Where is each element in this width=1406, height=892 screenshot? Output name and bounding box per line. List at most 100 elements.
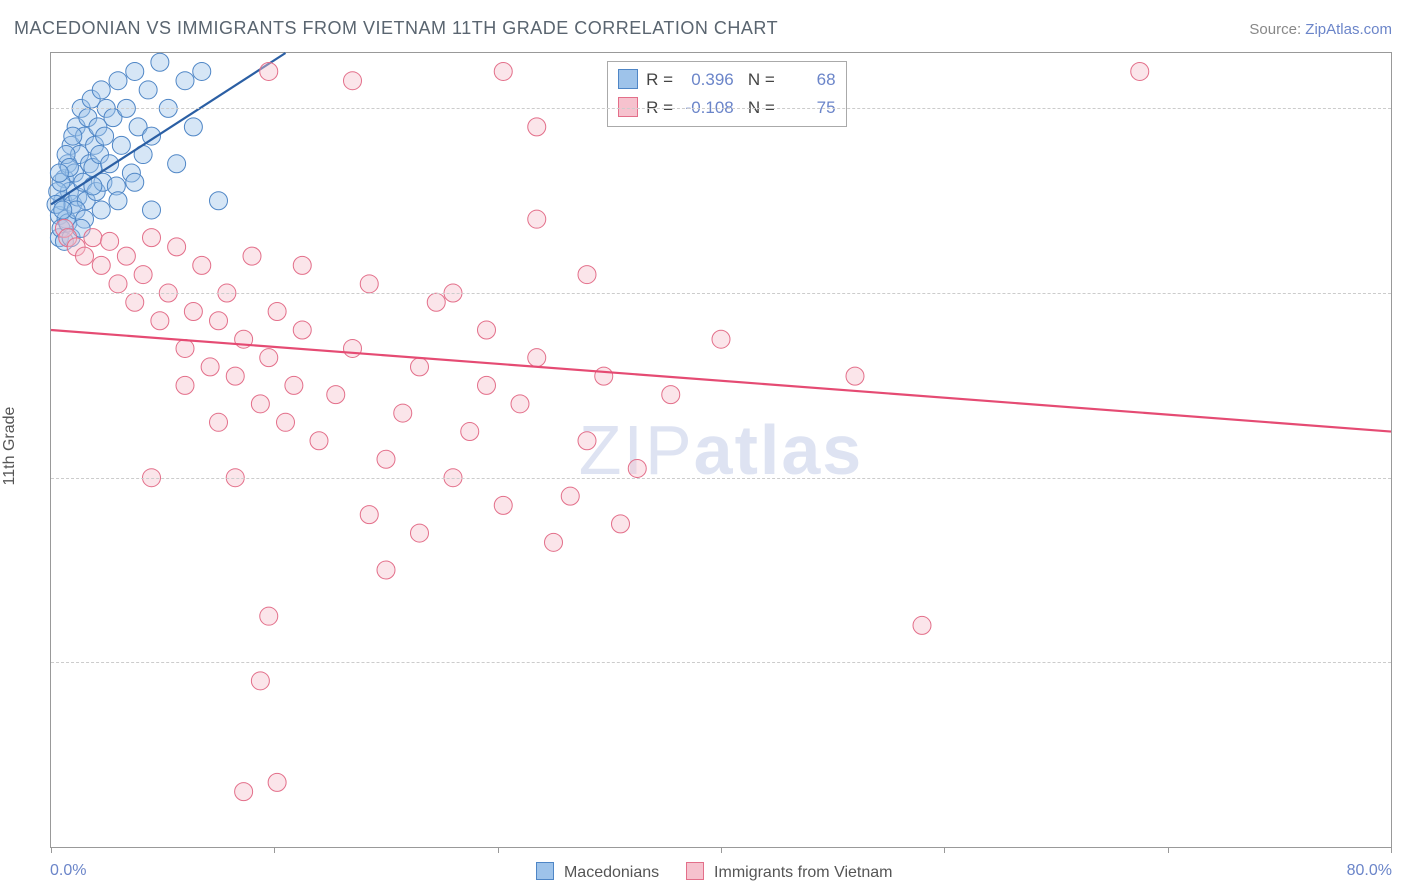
stat-n-label: N =: [748, 70, 780, 89]
data-point: [92, 81, 110, 99]
gridline-h: [51, 662, 1391, 663]
data-point: [143, 201, 161, 219]
data-point: [260, 607, 278, 625]
stat-row: R = 0.396 N = 68: [618, 66, 835, 94]
data-point: [662, 386, 680, 404]
data-point: [176, 72, 194, 90]
legend-swatch-vietnam: [686, 862, 704, 880]
data-point: [268, 303, 286, 321]
data-point: [260, 62, 278, 80]
stat-swatch: [618, 69, 638, 89]
data-point: [612, 515, 630, 533]
data-point: [168, 238, 186, 256]
data-point: [76, 247, 94, 265]
stat-swatch: [618, 97, 638, 117]
legend-swatch-macedonians: [536, 862, 554, 880]
scatter-svg: [51, 53, 1391, 847]
data-point: [126, 293, 144, 311]
data-point: [411, 524, 429, 542]
data-point: [528, 210, 546, 228]
data-point: [293, 321, 311, 339]
data-point: [251, 672, 269, 690]
source-attribution: Source: ZipAtlas.com: [1249, 21, 1392, 38]
x-tick-mark: [51, 847, 52, 853]
gridline-h: [51, 478, 1391, 479]
data-point: [377, 450, 395, 468]
data-point: [92, 256, 110, 274]
data-point: [478, 321, 496, 339]
data-point: [50, 164, 68, 182]
data-point: [64, 127, 82, 145]
data-point: [327, 386, 345, 404]
stat-r-label: R =: [646, 70, 678, 89]
data-point: [117, 247, 135, 265]
data-point: [226, 367, 244, 385]
data-point: [96, 127, 114, 145]
gridline-h: [51, 108, 1391, 109]
data-point: [411, 358, 429, 376]
data-point: [168, 155, 186, 173]
data-point: [293, 256, 311, 274]
data-point: [578, 266, 596, 284]
data-point: [112, 136, 130, 154]
data-point: [176, 339, 194, 357]
data-point: [360, 275, 378, 293]
data-point: [528, 118, 546, 136]
data-point: [478, 376, 496, 394]
chart-header: MACEDONIAN VS IMMIGRANTS FROM VIETNAM 11…: [14, 18, 1392, 39]
plot-region: ZIPatlas R = 0.396 N = 68R = -0.108 N = …: [50, 52, 1392, 848]
x-tick-mark: [944, 847, 945, 853]
data-point: [92, 201, 110, 219]
data-point: [101, 232, 119, 250]
legend-label-macedonians: Macedonians: [564, 864, 659, 881]
y-axis-label: 11th Grade: [1, 407, 19, 486]
data-point: [126, 173, 144, 191]
data-point: [243, 247, 261, 265]
data-point: [84, 177, 102, 195]
data-point: [360, 506, 378, 524]
data-point: [377, 561, 395, 579]
data-point: [109, 192, 127, 210]
data-point: [268, 773, 286, 791]
x-tick-mark: [1168, 847, 1169, 853]
data-point: [84, 229, 102, 247]
data-point: [494, 62, 512, 80]
data-point: [176, 376, 194, 394]
data-point: [461, 423, 479, 441]
y-tick-label: 100.0%: [1399, 99, 1406, 117]
x-tick-mark: [498, 847, 499, 853]
data-point: [528, 349, 546, 367]
data-point: [184, 118, 202, 136]
stat-r-value: 0.396: [678, 66, 734, 94]
data-point: [184, 303, 202, 321]
data-point: [151, 53, 169, 71]
y-tick-label: 80.0%: [1399, 469, 1406, 487]
data-point: [134, 266, 152, 284]
data-point: [109, 72, 127, 90]
y-tick-label: 70.0%: [1399, 653, 1406, 671]
data-point: [344, 339, 362, 357]
data-point: [143, 229, 161, 247]
data-point: [126, 62, 144, 80]
y-tick-label: 90.0%: [1399, 284, 1406, 302]
x-tick-mark: [1391, 847, 1392, 853]
gridline-h: [51, 293, 1391, 294]
data-point: [846, 367, 864, 385]
data-point: [494, 496, 512, 514]
source-prefix: Source:: [1249, 21, 1305, 38]
data-point: [427, 293, 445, 311]
data-point: [310, 432, 328, 450]
source-link[interactable]: ZipAtlas.com: [1305, 21, 1392, 38]
data-point: [712, 330, 730, 348]
data-point: [139, 81, 157, 99]
data-point: [545, 533, 563, 551]
data-point: [251, 395, 269, 413]
data-point: [511, 395, 529, 413]
data-point: [201, 358, 219, 376]
data-point: [285, 376, 303, 394]
data-point: [210, 413, 228, 431]
data-point: [578, 432, 596, 450]
data-point: [193, 62, 211, 80]
chart-title: MACEDONIAN VS IMMIGRANTS FROM VIETNAM 11…: [14, 18, 778, 39]
correlation-stats-box: R = 0.396 N = 68R = -0.108 N = 75: [607, 61, 846, 127]
